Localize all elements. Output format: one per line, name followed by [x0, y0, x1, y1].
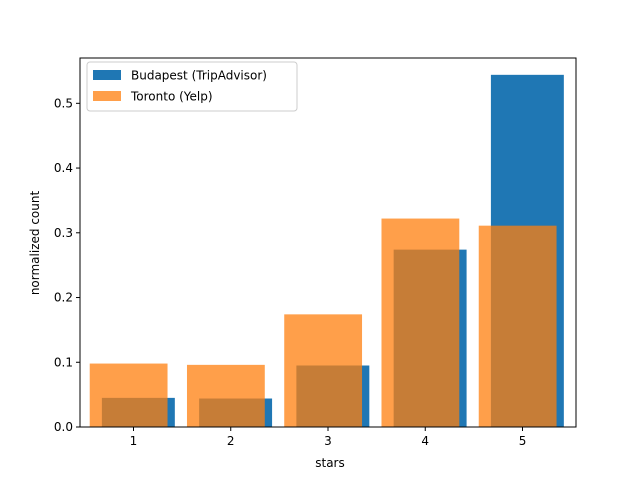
y-axis-label: normalized count — [28, 191, 42, 296]
y-axis-ticks: 0.0 0.1 0.2 0.3 0.4 0.5 — [54, 96, 80, 434]
legend-swatch-toronto — [93, 91, 121, 101]
x-tick-label: 1 — [130, 434, 138, 448]
legend-label-budapest: Budapest (TripAdvisor) — [131, 69, 267, 83]
bar-toronto-3 — [284, 314, 363, 427]
legend-swatch-budapest — [93, 70, 121, 80]
x-tick-label: 3 — [324, 434, 332, 448]
y-tick-label: 0.4 — [54, 161, 73, 175]
series-toronto-bars — [89, 218, 557, 427]
x-tick-label: 5 — [519, 434, 527, 448]
y-tick-label: 0.3 — [54, 226, 73, 240]
y-tick-label: 0.5 — [54, 96, 73, 110]
legend-label-toronto: Toronto (Yelp) — [130, 90, 213, 104]
x-axis-label: stars — [315, 456, 345, 470]
legend-box — [86, 61, 298, 112]
bar-toronto-1 — [89, 363, 168, 427]
x-tick-label: 4 — [421, 434, 429, 448]
bar-toronto-4 — [381, 218, 460, 427]
y-tick-label: 0.0 — [54, 420, 73, 434]
x-tick-label: 2 — [227, 434, 235, 448]
x-axis-ticks: 1 2 3 4 5 — [130, 427, 527, 448]
y-tick-label: 0.2 — [54, 291, 73, 305]
bar-toronto-2 — [186, 364, 265, 427]
legend: Budapest (TripAdvisor) Toronto (Yelp) — [86, 61, 298, 112]
y-tick-label: 0.1 — [54, 355, 73, 369]
plot-frame — [79, 57, 577, 428]
bar-toronto-5 — [478, 225, 557, 427]
